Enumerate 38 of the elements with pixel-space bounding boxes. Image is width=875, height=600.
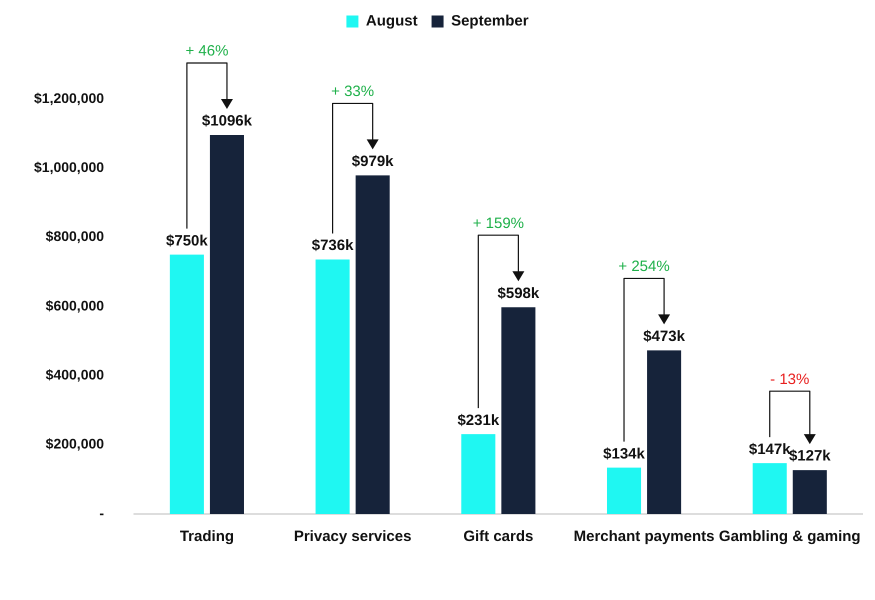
data-label: $979k bbox=[352, 153, 394, 170]
x-tick-label: Merchant payments bbox=[574, 528, 714, 546]
data-label: $598k bbox=[498, 284, 540, 302]
bar bbox=[461, 434, 496, 514]
text: + 46% bbox=[185, 42, 228, 60]
y-tick-label: - bbox=[99, 504, 104, 521]
bar bbox=[210, 134, 244, 514]
data-label: $736k bbox=[312, 237, 354, 254]
x-tick-label: Gambling & gaming bbox=[718, 528, 861, 546]
bar bbox=[647, 350, 682, 514]
bar bbox=[606, 468, 642, 514]
data-label: $473k bbox=[643, 328, 686, 346]
annotation: + 254% bbox=[618, 258, 670, 276]
data-label: $134k bbox=[603, 445, 646, 462]
legend-label: August bbox=[366, 12, 418, 30]
data-label: $1096k bbox=[202, 112, 253, 130]
data-label: $231k bbox=[457, 412, 500, 429]
bar bbox=[356, 175, 390, 514]
annotation: + 159% bbox=[472, 214, 524, 232]
x-tick-label: Trading bbox=[180, 528, 234, 546]
annotation: - 13% bbox=[770, 370, 810, 388]
y-tick-label: $400,000 bbox=[46, 366, 104, 383]
legend-label: September bbox=[451, 12, 529, 30]
data-label: $750k bbox=[166, 232, 208, 250]
bar bbox=[501, 307, 536, 514]
y-tick-label: $600,000 bbox=[46, 297, 104, 314]
bar bbox=[170, 254, 204, 514]
bar bbox=[316, 259, 350, 514]
y-tick-label: $800,000 bbox=[46, 228, 104, 244]
bar bbox=[752, 463, 787, 514]
y-tick-label: $1,200,000 bbox=[34, 90, 104, 106]
annotation: + 33% bbox=[331, 83, 374, 100]
y-tick-label: $200,000 bbox=[46, 436, 104, 452]
bar bbox=[792, 470, 827, 514]
data-label: $127k bbox=[788, 448, 832, 465]
x-tick-label: Privacy services bbox=[294, 528, 412, 546]
y-tick-label: $1,000,000 bbox=[34, 159, 104, 176]
x-tick-label: Gift cards bbox=[463, 528, 534, 546]
